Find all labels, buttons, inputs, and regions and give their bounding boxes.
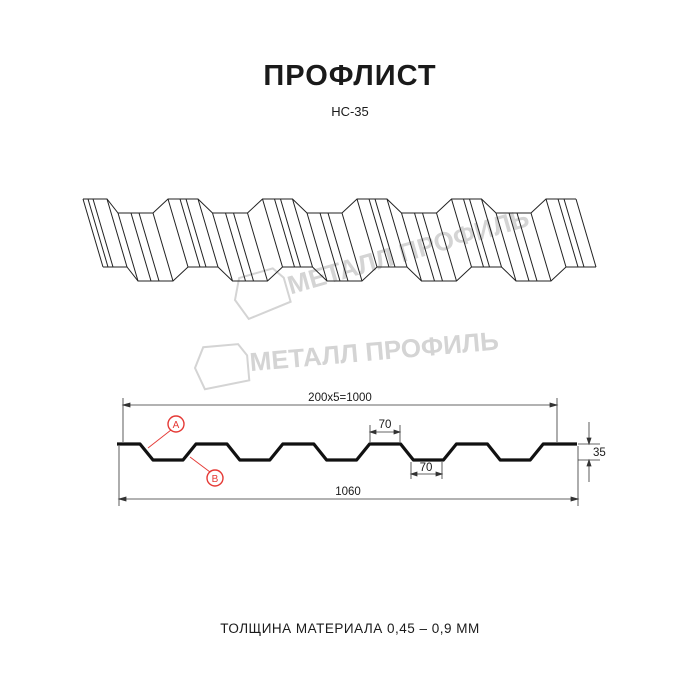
sheet-fold-line (436, 212, 457, 282)
sheet-rib-line (280, 198, 301, 268)
sheet-rib-line (138, 212, 160, 282)
sheet-3d-view (82, 198, 597, 282)
sheet-rib-line (414, 212, 435, 282)
sheet-rib-line (274, 198, 295, 268)
sheet-fold-line (247, 212, 268, 282)
sheet-fold-line (356, 198, 378, 268)
sheet-fold-line (575, 198, 597, 268)
callout-a-label: A (173, 420, 180, 431)
watermark-text: МЕТАЛЛ ПРОФИЛЬ (248, 325, 499, 377)
watermark-bottom: МЕТАЛЛ ПРОФИЛЬ (193, 325, 500, 391)
sheet-fold-line (545, 198, 567, 268)
sheet-rib-line (319, 212, 341, 282)
sheet-fold-line (495, 212, 517, 282)
sheet-rib-line (233, 212, 254, 282)
sheet-fold-line (341, 212, 363, 282)
sheet-front-edge (103, 266, 596, 282)
model-subtitle: НС-35 (331, 104, 369, 119)
dim-total-label: 1060 (335, 486, 361, 498)
callout-b-label: B (212, 474, 219, 485)
watermark-logo-icon (233, 267, 292, 321)
sheet-rib-line (463, 198, 484, 268)
sheet-rib-line (563, 198, 585, 268)
sheet-fold-line (82, 198, 104, 268)
sheet-fold-line (106, 198, 128, 268)
material-thickness-note: ТОЛЩИНА МАТЕРИАЛА 0,45 – 0,9 ММ (220, 621, 480, 636)
callout-b: B (189, 456, 224, 487)
sheet-fold-line (117, 212, 139, 282)
sheet-fold-line (212, 212, 233, 282)
sheet-rib-line (185, 198, 207, 268)
sheet-rib-line (179, 198, 201, 268)
sheet-rib-line (422, 212, 443, 282)
sheet-fold-line (197, 198, 219, 268)
sheet-rib-line (92, 198, 114, 268)
watermark-top: МЕТАЛЛ ПРОФИЛЬ (233, 203, 532, 321)
sheet-rib-line (327, 212, 349, 282)
sheet-fold-line (401, 212, 422, 282)
sheet-fold-line (530, 212, 552, 282)
dim-bottom-flange-label: 70 (420, 462, 433, 474)
page-title: ПРОФЛИСТ (263, 60, 437, 92)
watermark-logo-icon (193, 343, 251, 391)
dim-pitch-label: 200x5=1000 (308, 392, 372, 404)
profile-cross-section (117, 442, 577, 462)
sheet-fold-line (152, 212, 174, 282)
callout-a: A (147, 415, 185, 449)
sheet-fold-line (306, 212, 328, 282)
sheet-rib-line (508, 212, 530, 282)
sheet-back-edge (83, 198, 576, 214)
sheet-rib-line (469, 198, 490, 268)
sheet-fold-line (481, 198, 502, 268)
sheet-rib-line (374, 198, 396, 268)
sheet-rib-line (368, 198, 390, 268)
dim-top-flange-label: 70 (379, 419, 392, 431)
sheet-rib-line (557, 198, 579, 268)
dim-height-label: 35 (593, 447, 606, 459)
sheet-rib-line (225, 212, 246, 282)
sheet-fold-line (262, 198, 283, 268)
sheet-rib-line (130, 212, 152, 282)
sheet-fold-line (167, 198, 189, 268)
dimension-lines (117, 398, 600, 506)
sheet-fold-line (386, 198, 408, 268)
sheet-rib-line (87, 198, 109, 268)
sheet-rib-line (516, 212, 538, 282)
sheet-fold-line (292, 198, 313, 268)
sheet-fold-line (451, 198, 472, 268)
